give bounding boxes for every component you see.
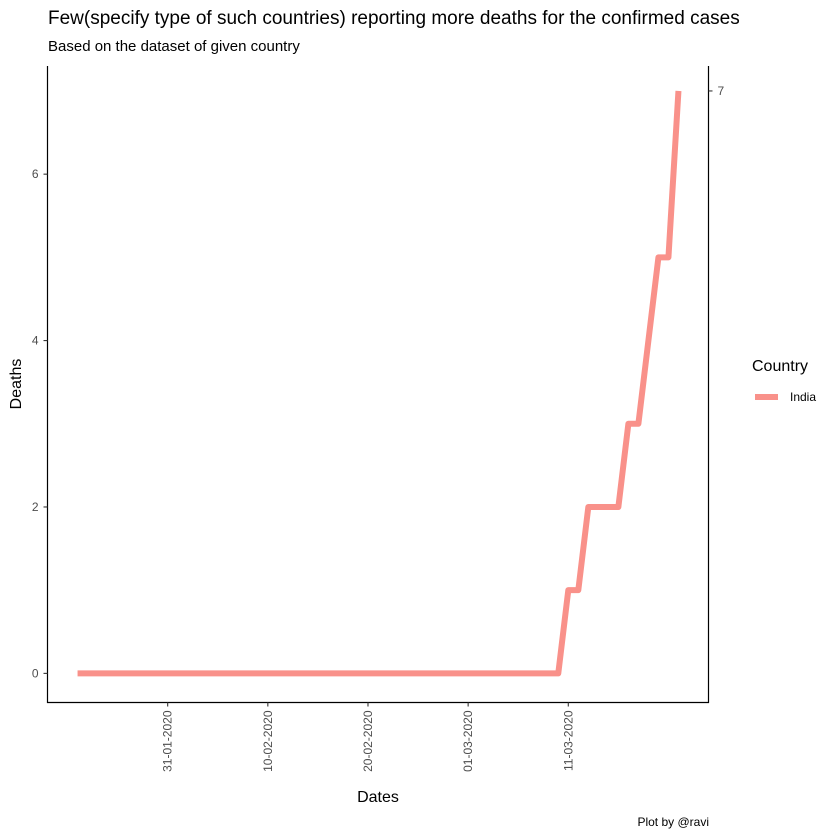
x-axis-title: Dates: [357, 789, 399, 806]
chart-title: Few(specify type of such countries) repo…: [48, 8, 740, 29]
y-tick-label: 0: [32, 666, 39, 680]
chart-caption: Plot by @ravi: [637, 815, 709, 829]
legend-label-india: India: [790, 390, 816, 404]
x-tick-label: 01-03-2020: [461, 710, 475, 772]
secondary-y-ticks: 7: [708, 84, 725, 98]
y-axis-title: Deaths: [8, 359, 25, 410]
y-tick-label: 6: [32, 167, 39, 181]
series-layer: [77, 90, 682, 677]
axes: [46, 66, 710, 704]
x-tick-label: 11-03-2020: [561, 710, 575, 771]
x-ticks: 31-01-2020 10-02-2020 20-02-2020 01-03-2020…: [161, 702, 575, 772]
chart-subtitle: Based on the dataset of given country: [48, 38, 300, 55]
x-tick-label: 31-01-2020: [161, 710, 175, 772]
secondary-y-tick-label: 7: [718, 84, 725, 98]
series-line-india: [77, 90, 682, 677]
y-ticks: 0 2 4 6: [32, 167, 48, 680]
x-tick-label: 10-02-2020: [261, 710, 275, 772]
y-tick-label: 2: [32, 500, 39, 514]
x-tick-label: 20-02-2020: [361, 710, 375, 772]
y-tick-label: 4: [32, 334, 39, 348]
legend: Country India: [752, 358, 816, 404]
legend-title: Country: [752, 358, 808, 375]
